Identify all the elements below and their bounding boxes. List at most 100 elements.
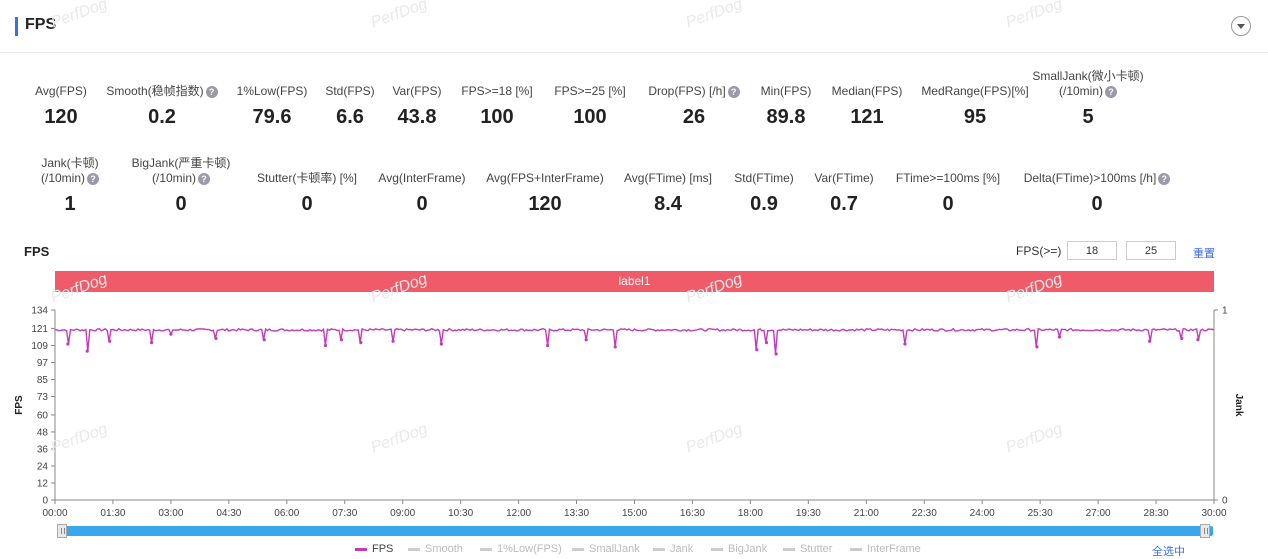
metric-label: Median(FPS) bbox=[831, 84, 903, 98]
metric-row1-5: FPS>=18 [%] 100 bbox=[397, 69, 597, 129]
metric-row1-3: Std(FPS) 6.6 bbox=[250, 69, 450, 129]
legend-swatch-icon bbox=[783, 547, 795, 551]
y-tick-label: 109 bbox=[31, 341, 48, 352]
x-tick-label: 15:00 bbox=[622, 508, 647, 519]
metric-label: Avg(InterFrame) bbox=[378, 171, 466, 185]
slider-handle-left[interactable] bbox=[57, 524, 67, 538]
metric-label: Delta(FTime)>100ms [/h]? bbox=[997, 171, 1197, 186]
metric-row2-4: Avg(FPS+InterFrame) 120 bbox=[445, 156, 645, 216]
metric-row1-9: Median(FPS) 121 bbox=[767, 69, 967, 129]
fps-line-chart[interactable]: 0 12 24 36 48 60 73 85 97 109 121 134 0 1 00:00 01:30 03… bbox=[0, 300, 1268, 522]
y-tick-label: 0 bbox=[42, 496, 48, 507]
section-title: FPS bbox=[25, 16, 57, 33]
metric-value: 0 bbox=[175, 193, 187, 215]
reset-link[interactable]: 重置 bbox=[1193, 248, 1215, 260]
fps-dip-point bbox=[262, 338, 266, 342]
metric-row2-6: Std(FTime) 0.9 bbox=[664, 156, 864, 216]
fps-dip-point bbox=[545, 343, 550, 348]
slider-track[interactable] bbox=[57, 526, 1213, 536]
metric-label: Var(FPS) bbox=[392, 84, 442, 98]
metric-value: 89.8 bbox=[766, 106, 806, 128]
fps-threshold-input-1[interactable] bbox=[1067, 241, 1117, 260]
x-tick-label: 27:00 bbox=[1086, 508, 1111, 519]
legend-item-jank[interactable]: Jank bbox=[653, 543, 693, 555]
fps-dip-point bbox=[149, 341, 154, 345]
legend-item-1-low-fps-[interactable]: 1%Low(FPS) bbox=[480, 543, 562, 555]
legend-swatch-icon bbox=[711, 547, 723, 551]
help-icon[interactable]: ? bbox=[87, 172, 99, 185]
fps-dip-point bbox=[108, 339, 112, 343]
metric-row2-2: Stutter(卡顿率) [%] 0 bbox=[207, 156, 407, 216]
x-tick-label: 09:00 bbox=[390, 508, 415, 519]
metric-label: Drop(FPS) [/h]? bbox=[594, 84, 794, 99]
metric-value: 43.8 bbox=[397, 106, 437, 128]
metric-label: FPS>=18 [%] bbox=[461, 84, 533, 98]
select-all-link[interactable]: 全选中 bbox=[1152, 546, 1185, 558]
metric-label: BigJank(严重卡顿) bbox=[131, 156, 231, 170]
x-tick-label: 00:00 bbox=[42, 508, 67, 519]
x-tick-label: 16:30 bbox=[680, 508, 705, 519]
collapse-toggle-chevron-down-icon[interactable] bbox=[1231, 16, 1251, 36]
legend-swatch-icon bbox=[850, 547, 862, 551]
metric-label: FPS>=25 [%] bbox=[554, 84, 626, 98]
metric-value: 0 bbox=[942, 193, 954, 215]
metric-value: 100 bbox=[573, 106, 607, 128]
fps-dip-point bbox=[323, 343, 328, 348]
help-icon[interactable]: ? bbox=[205, 85, 218, 98]
metric-label: Stutter(卡顿率) [%] bbox=[256, 171, 357, 185]
metric-value: 95 bbox=[963, 106, 987, 128]
x-tick-label: 28:30 bbox=[1144, 508, 1169, 519]
fps-series-line bbox=[54, 327, 1215, 355]
metric-row1-10: MedRange(FPS)[%] 95 bbox=[875, 69, 1075, 129]
metric-value: 0 bbox=[1091, 193, 1103, 215]
metric-row1-11: SmallJank(微小卡顿) (/10min)? 5 bbox=[988, 69, 1188, 129]
fps-dip-point bbox=[613, 345, 617, 349]
metric-label-unit: (/10min)? bbox=[988, 84, 1188, 99]
y-tick-label: 73 bbox=[37, 392, 49, 403]
legend-item-bigjank[interactable]: BigJank bbox=[711, 543, 767, 555]
metric-label: FTime>=100ms [%] bbox=[895, 171, 1001, 185]
y2-axis-label: Jank bbox=[1233, 394, 1244, 417]
legend-item-stutter[interactable]: Stutter bbox=[783, 543, 832, 555]
y-tick-label: 60 bbox=[37, 410, 49, 421]
x-tick-label: 10:30 bbox=[448, 508, 473, 519]
legend-swatch-icon bbox=[355, 547, 367, 551]
help-icon[interactable]: ? bbox=[1158, 172, 1171, 185]
y-tick-label: 12 bbox=[37, 478, 49, 489]
fps-threshold-input-2[interactable] bbox=[1126, 241, 1176, 260]
metric-label: 1%Low(FPS) bbox=[236, 84, 308, 98]
metric-row2-8: FTime>=100ms [%] 0 bbox=[848, 156, 1048, 216]
metric-value: 6.6 bbox=[336, 106, 364, 128]
slider-handle-right[interactable] bbox=[1200, 524, 1210, 538]
metric-label: Min(FPS) bbox=[760, 84, 812, 98]
metric-label: MedRange(FPS)[%] bbox=[921, 84, 1029, 98]
metric-row2-3: Avg(InterFrame) 0 bbox=[322, 156, 522, 216]
legend-item-interframe[interactable]: InterFrame bbox=[850, 543, 921, 555]
help-icon[interactable]: ? bbox=[1105, 85, 1117, 98]
fps-dip-point bbox=[1057, 335, 1062, 339]
legend-item-smooth[interactable]: Smooth bbox=[408, 543, 463, 555]
metric-row2-9: Delta(FTime)>100ms [/h]? 0 bbox=[997, 156, 1197, 216]
help-icon[interactable]: ? bbox=[198, 172, 210, 185]
metric-value: 121 bbox=[850, 106, 884, 128]
label-band[interactable]: label1 bbox=[55, 271, 1214, 292]
x-tick-label: 25:30 bbox=[1028, 508, 1053, 519]
help-icon[interactable]: ? bbox=[727, 85, 740, 98]
metric-value: 0 bbox=[416, 193, 428, 215]
metric-value: 0.7 bbox=[830, 193, 858, 215]
x-tick-label: 24:00 bbox=[970, 508, 995, 519]
legend-item-fps[interactable]: FPS bbox=[355, 543, 393, 555]
time-range-slider[interactable] bbox=[57, 524, 1213, 538]
x-tick-label: 18:00 bbox=[738, 508, 763, 519]
x-tick-label: 19:30 bbox=[796, 508, 821, 519]
metric-label: Avg(FPS) bbox=[35, 84, 87, 98]
y-tick-label: 97 bbox=[37, 358, 49, 369]
chart-title: FPS bbox=[24, 244, 50, 259]
y2-tick-label: 1 bbox=[1222, 306, 1228, 317]
metric-row2-0: Jank(卡顿) (/10min)? 1 bbox=[0, 156, 170, 216]
legend-item-smalljank[interactable]: SmallJank bbox=[572, 543, 640, 555]
metric-value: 0.2 bbox=[148, 106, 176, 128]
fps-dip-point bbox=[214, 336, 218, 340]
metric-value: 100 bbox=[480, 106, 514, 128]
section-accent-bar bbox=[15, 17, 18, 36]
